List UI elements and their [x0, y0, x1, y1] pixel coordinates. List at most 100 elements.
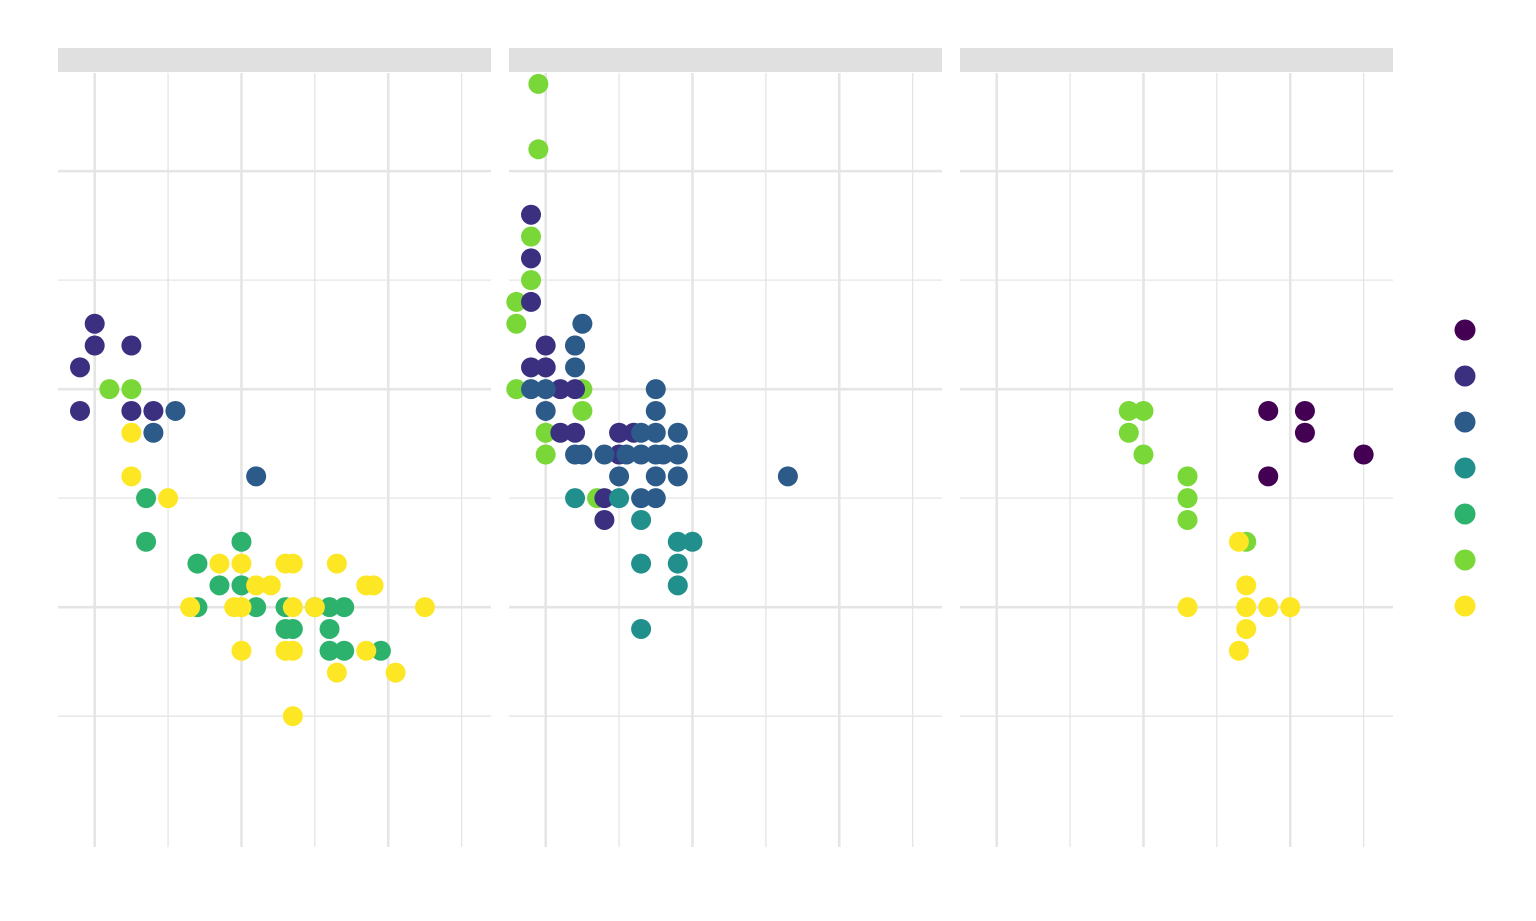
- data-point: [565, 335, 586, 356]
- data-point: [180, 597, 201, 618]
- data-point: [682, 531, 703, 552]
- data-point: [319, 597, 340, 618]
- data-point: [165, 400, 186, 421]
- data-point: [777, 466, 798, 487]
- data-point: [187, 553, 208, 574]
- data-point: [231, 597, 252, 618]
- data-point: [506, 313, 527, 334]
- data-point: [231, 640, 252, 661]
- data-point: [521, 379, 542, 400]
- data-point: [565, 379, 586, 400]
- data-point: [667, 553, 688, 574]
- data-point: [414, 597, 435, 618]
- data-point: [136, 488, 157, 509]
- data-point: [594, 444, 615, 465]
- data-point: [136, 531, 157, 552]
- data-point: [667, 575, 688, 596]
- data-point: [572, 444, 593, 465]
- data-point: [535, 379, 556, 400]
- data-point: [609, 466, 630, 487]
- data-point: [521, 291, 542, 312]
- data-point: [1177, 488, 1198, 509]
- data-point: [121, 379, 142, 400]
- panel-background: [960, 73, 1393, 847]
- data-point: [326, 662, 347, 683]
- data-point: [645, 379, 666, 400]
- data-point: [1294, 422, 1315, 443]
- data-point: [1177, 466, 1198, 487]
- data-point: [1258, 400, 1279, 421]
- legend-key-g5: [1454, 503, 1476, 525]
- data-point: [231, 553, 252, 574]
- data-point: [99, 379, 120, 400]
- data-point: [565, 422, 586, 443]
- data-point: [143, 400, 164, 421]
- data-point: [304, 597, 325, 618]
- data-point: [521, 204, 542, 225]
- panel-strip: [58, 48, 491, 72]
- data-point: [1258, 597, 1279, 618]
- data-point: [282, 618, 303, 639]
- data-point: [667, 422, 688, 443]
- data-point: [609, 488, 630, 509]
- data-point: [1280, 597, 1301, 618]
- data-point: [370, 640, 391, 661]
- data-point: [1228, 640, 1249, 661]
- data-point: [70, 357, 91, 378]
- data-point: [609, 422, 630, 443]
- data-point: [535, 335, 556, 356]
- legend-key-g3: [1454, 411, 1476, 433]
- data-point: [1177, 509, 1198, 530]
- data-point: [535, 422, 556, 443]
- data-point: [616, 444, 637, 465]
- data-point: [143, 422, 164, 443]
- legend-key-g4: [1454, 457, 1476, 479]
- data-point: [631, 444, 652, 465]
- data-point: [572, 400, 593, 421]
- data-point: [565, 357, 586, 378]
- data-point: [631, 422, 652, 443]
- data-point: [246, 466, 267, 487]
- data-point: [1258, 466, 1279, 487]
- data-point: [667, 531, 688, 552]
- data-point: [1118, 400, 1139, 421]
- data-point: [209, 575, 230, 596]
- data-point: [645, 422, 666, 443]
- legend-key-g2: [1454, 365, 1476, 387]
- panel-3: [960, 48, 1393, 847]
- data-point: [246, 597, 267, 618]
- data-point: [645, 400, 666, 421]
- data-point: [231, 531, 252, 552]
- data-point: [363, 575, 384, 596]
- panel-1: [58, 48, 491, 847]
- data-point: [209, 553, 230, 574]
- data-point: [356, 640, 377, 661]
- data-point: [319, 640, 340, 661]
- data-point: [667, 444, 688, 465]
- data-point: [565, 488, 586, 509]
- data-point: [631, 488, 652, 509]
- data-point: [631, 509, 652, 530]
- data-point: [1294, 400, 1315, 421]
- data-point: [282, 706, 303, 727]
- legend-key-g1: [1454, 319, 1476, 341]
- data-point: [385, 662, 406, 683]
- panel-2: [506, 48, 942, 847]
- data-point: [70, 400, 91, 421]
- data-point: [535, 357, 556, 378]
- data-point: [121, 400, 142, 421]
- data-point: [1133, 444, 1154, 465]
- data-point: [84, 313, 105, 334]
- data-point: [535, 400, 556, 421]
- data-point: [334, 597, 355, 618]
- data-point: [121, 422, 142, 443]
- data-point: [334, 640, 355, 661]
- data-point: [521, 270, 542, 291]
- data-point: [1133, 400, 1154, 421]
- data-point: [506, 379, 527, 400]
- data-point: [282, 640, 303, 661]
- data-point: [1353, 444, 1374, 465]
- data-point: [260, 575, 281, 596]
- panels-layer: [58, 48, 1393, 847]
